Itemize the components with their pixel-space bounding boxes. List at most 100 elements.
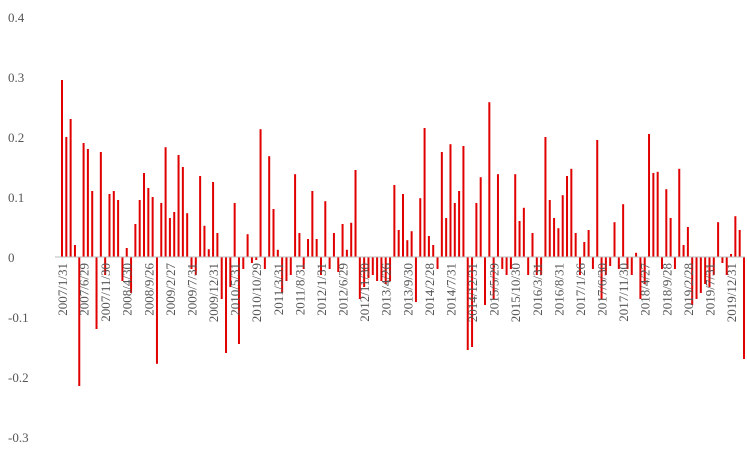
bar	[531, 233, 534, 257]
bar	[427, 236, 430, 257]
bar	[695, 257, 698, 299]
bar	[665, 189, 668, 257]
bar	[596, 140, 599, 257]
bar	[669, 218, 672, 257]
bar	[432, 245, 435, 257]
bar	[626, 257, 629, 269]
bar	[220, 257, 223, 299]
bar	[548, 200, 551, 257]
bar	[458, 191, 461, 257]
x-tick-label: 2016/8/31	[551, 263, 566, 316]
y-tick-label: 0.1	[8, 190, 24, 205]
bar	[73, 245, 76, 257]
bar	[475, 203, 478, 257]
bar	[393, 185, 396, 257]
bar	[574, 233, 577, 257]
bar	[371, 257, 374, 275]
bar	[712, 257, 715, 275]
bar	[389, 257, 392, 281]
bar	[125, 248, 128, 257]
bar	[95, 257, 98, 329]
x-tick-label: 2007/6/29	[77, 263, 92, 316]
x-tick-label: 2013/4/26	[379, 263, 394, 316]
bar	[488, 102, 491, 257]
bar	[341, 224, 344, 257]
bar	[678, 168, 681, 257]
bar	[268, 156, 271, 257]
bar	[682, 245, 685, 257]
x-tick-label: 2008/9/26	[141, 263, 156, 316]
bar	[190, 257, 193, 269]
bar	[337, 257, 340, 272]
bar	[380, 257, 383, 281]
bar	[730, 254, 733, 257]
bar	[540, 257, 543, 275]
bar	[514, 174, 517, 257]
bar	[509, 257, 512, 269]
bar	[484, 257, 487, 305]
x-tick-label: 2014/2/28	[422, 263, 437, 316]
x-tick-label: 2013/9/30	[400, 263, 415, 316]
bar	[699, 257, 702, 293]
bar	[151, 197, 154, 257]
bar	[302, 257, 305, 269]
bar	[117, 200, 120, 257]
bar	[363, 257, 366, 287]
bar	[704, 257, 707, 284]
bar	[410, 231, 413, 257]
bar	[294, 174, 297, 257]
bar	[315, 239, 318, 257]
bar	[143, 173, 146, 257]
bar	[708, 257, 711, 287]
x-tick-label: 2007/11/30	[98, 263, 113, 322]
bar	[324, 201, 327, 257]
bar	[255, 257, 258, 260]
x-tick-label: 2015/5/29	[487, 263, 502, 316]
bar	[734, 216, 737, 257]
bar	[225, 257, 228, 353]
bar	[272, 209, 275, 257]
x-tick-label: 2019/7/31	[702, 263, 717, 316]
x-tick-label: 2008/4/30	[120, 263, 135, 316]
bar	[557, 228, 560, 257]
bar	[686, 227, 689, 257]
bar	[423, 128, 426, 257]
bar	[319, 257, 322, 275]
y-tick-label: -0.3	[8, 430, 29, 445]
bar	[397, 230, 400, 257]
bar	[138, 200, 141, 257]
x-tick-label: 2009/7/31	[184, 263, 199, 316]
bar	[104, 257, 107, 275]
bar	[527, 257, 530, 275]
x-tick-label: 2009/2/27	[163, 263, 178, 316]
bar	[501, 257, 504, 269]
bar	[177, 155, 180, 257]
bar	[617, 257, 620, 269]
bar	[600, 257, 603, 299]
bar	[648, 134, 651, 257]
bar	[130, 257, 133, 293]
y-tick-label: 0.4	[8, 10, 25, 25]
bar	[173, 212, 176, 257]
bar	[237, 257, 240, 344]
bar	[168, 218, 171, 257]
bar	[246, 234, 249, 257]
bar	[522, 207, 525, 257]
bar	[436, 257, 439, 269]
bar	[656, 171, 659, 257]
bar	[99, 152, 102, 257]
bar	[419, 198, 422, 257]
bar	[328, 257, 331, 269]
bar	[609, 257, 612, 266]
y-tick-label: -0.1	[8, 310, 29, 325]
x-tick-label: 2019/12/31	[724, 263, 739, 322]
bar	[82, 143, 85, 257]
x-tick-label: 2014/7/31	[443, 263, 458, 316]
bar	[61, 80, 63, 257]
bar	[358, 257, 361, 299]
x-tick-label: 2019/2/28	[681, 263, 696, 316]
bar	[635, 252, 638, 257]
x-tick-label: 2012/6/29	[336, 263, 351, 316]
bar	[384, 257, 387, 284]
